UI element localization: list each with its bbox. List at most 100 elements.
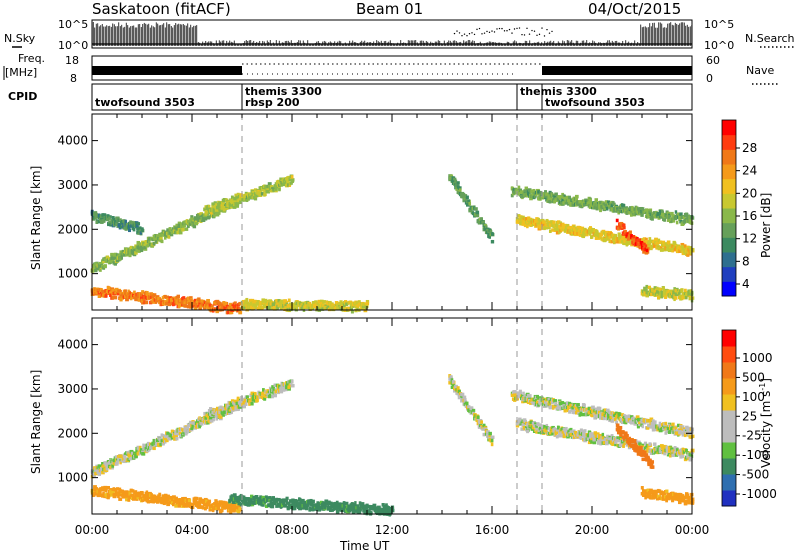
nsearch-point bbox=[473, 33, 476, 36]
data-cell bbox=[655, 293, 659, 297]
data-cell bbox=[90, 488, 95, 493]
data-cell bbox=[521, 399, 525, 404]
data-cell bbox=[268, 496, 272, 500]
data-cell bbox=[342, 303, 346, 308]
data-cell bbox=[136, 242, 141, 246]
data-cell bbox=[380, 510, 384, 514]
data-cell bbox=[206, 421, 210, 425]
data-cell bbox=[665, 242, 670, 247]
data-cell bbox=[276, 301, 280, 305]
data-cell bbox=[687, 292, 691, 297]
data-cell bbox=[141, 498, 144, 503]
data-cell bbox=[142, 452, 146, 456]
data-cell bbox=[204, 416, 208, 420]
nsearch-point bbox=[483, 32, 486, 34]
data-cell bbox=[314, 300, 318, 304]
data-cell bbox=[685, 212, 689, 217]
data-cell bbox=[287, 501, 291, 506]
data-cell bbox=[253, 196, 258, 201]
data-cell bbox=[241, 399, 246, 403]
data-cell bbox=[290, 503, 294, 507]
data-cell bbox=[113, 295, 118, 300]
nsearch-point bbox=[508, 28, 511, 31]
data-cell bbox=[575, 194, 579, 199]
data-cell bbox=[165, 295, 170, 300]
data-cell bbox=[587, 200, 591, 205]
data-cell bbox=[277, 298, 281, 303]
data-cell bbox=[526, 224, 529, 229]
data-cell bbox=[600, 232, 604, 236]
data-cell bbox=[211, 204, 215, 209]
data-cell bbox=[454, 384, 458, 389]
data-cell bbox=[157, 296, 161, 301]
data-cell bbox=[623, 241, 628, 246]
data-cell bbox=[556, 227, 561, 231]
nsearch-point bbox=[486, 30, 488, 33]
data-cell bbox=[137, 249, 141, 253]
data-cell bbox=[125, 222, 129, 227]
data-cell bbox=[571, 405, 576, 410]
data-cell bbox=[152, 438, 157, 443]
data-cell bbox=[314, 304, 317, 308]
data-cell bbox=[288, 177, 292, 182]
data-cell bbox=[226, 203, 230, 207]
data-cell bbox=[287, 385, 291, 390]
data-cell bbox=[98, 268, 102, 272]
data-cell bbox=[185, 501, 189, 505]
data-cell bbox=[133, 295, 136, 300]
data-cell bbox=[176, 498, 181, 502]
data-cell bbox=[108, 220, 111, 224]
data-cell bbox=[572, 410, 577, 415]
data-cell bbox=[576, 225, 581, 230]
data-cell bbox=[527, 396, 531, 400]
data-cell bbox=[269, 500, 273, 504]
data-cell bbox=[228, 503, 232, 508]
data-cell bbox=[246, 503, 251, 507]
data-cell bbox=[684, 295, 688, 300]
data-cell bbox=[232, 304, 236, 309]
data-cell bbox=[666, 211, 671, 216]
data-cell bbox=[517, 185, 521, 190]
data-cell bbox=[524, 186, 529, 191]
data-cell bbox=[152, 242, 156, 246]
data-cell bbox=[490, 435, 495, 440]
data-cell bbox=[187, 298, 192, 303]
data-cell bbox=[562, 201, 566, 205]
data-cell bbox=[93, 473, 96, 478]
data-cell bbox=[234, 407, 238, 411]
data-cell bbox=[98, 490, 102, 495]
data-cell bbox=[119, 224, 123, 229]
data-cell bbox=[123, 294, 128, 299]
data-cell bbox=[578, 200, 582, 204]
data-cell bbox=[192, 304, 196, 308]
data-cell bbox=[271, 497, 275, 502]
data-cell bbox=[281, 386, 285, 390]
data-cell bbox=[130, 493, 135, 498]
data-cell bbox=[133, 290, 136, 295]
freq-bar-late bbox=[542, 66, 692, 75]
data-cell bbox=[253, 391, 257, 396]
data-cell bbox=[158, 492, 162, 497]
data-cell bbox=[146, 499, 151, 504]
data-cell bbox=[118, 289, 122, 294]
data-cell bbox=[550, 400, 554, 404]
data-cell bbox=[541, 402, 546, 407]
data-cell bbox=[263, 304, 268, 308]
data-cell bbox=[278, 301, 282, 305]
data-cell bbox=[266, 190, 270, 194]
data-cell bbox=[285, 496, 289, 501]
data-cell bbox=[238, 307, 241, 311]
data-cell bbox=[131, 246, 136, 250]
data-cell bbox=[562, 402, 567, 406]
power-data bbox=[90, 174, 695, 315]
data-cell bbox=[102, 464, 106, 468]
data-cell bbox=[381, 503, 385, 507]
cpid-panel-frame bbox=[91, 83, 693, 111]
data-cell bbox=[667, 215, 671, 220]
y-tick-label: 3000 bbox=[57, 178, 88, 192]
data-cell bbox=[256, 398, 259, 402]
data-cell bbox=[299, 498, 302, 503]
data-cell bbox=[267, 394, 272, 399]
data-cell bbox=[238, 504, 241, 509]
